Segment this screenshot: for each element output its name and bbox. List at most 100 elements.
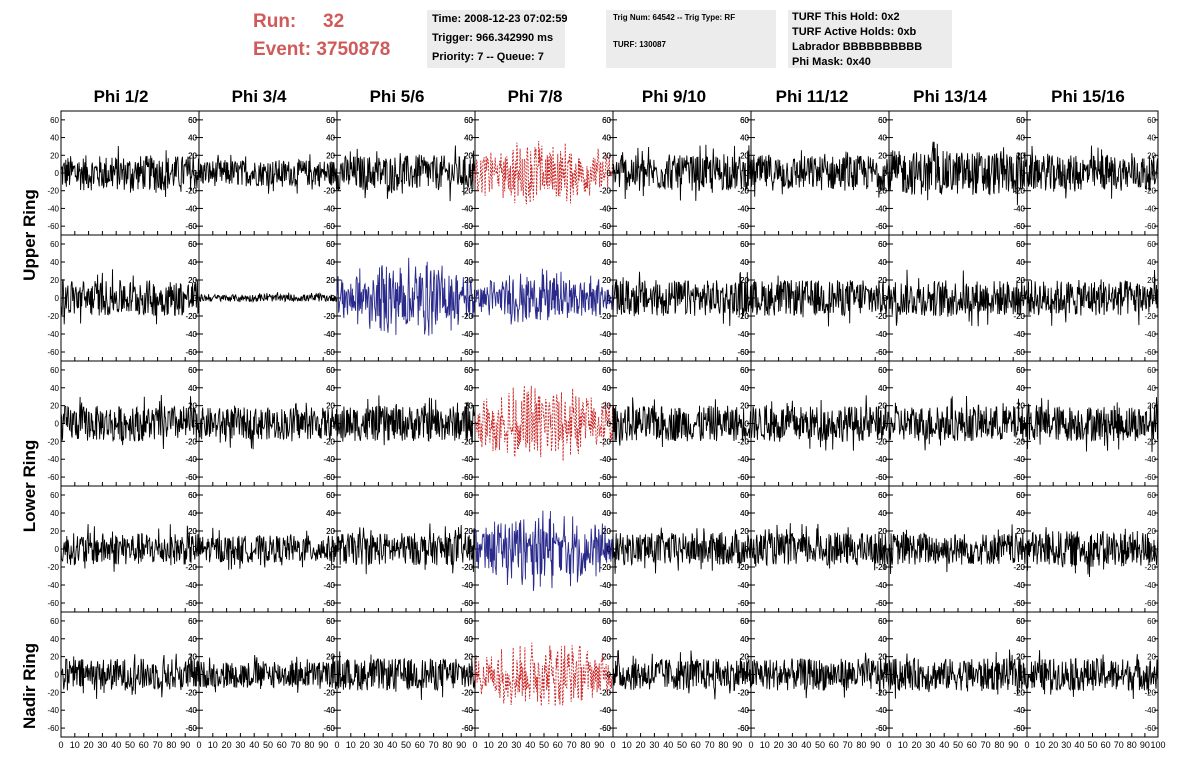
y-tick-label: 60 [878,240,887,249]
x-tick-label: 0 [58,740,63,750]
y-tick-label: 60 [1016,366,1025,375]
y-tick-label: -60 [1013,599,1025,608]
waveform-trace [888,524,1028,575]
waveform-trace [474,140,614,205]
y-tick-label: -40 [185,706,197,715]
y-tick-label: 60 [878,366,887,375]
waveform-trace [474,385,614,461]
y-tick-label: -60 [185,599,197,608]
y-tick-label: 20 [326,527,335,536]
y-tick-label: 60 [740,366,749,375]
y-tick-label: 20 [464,276,473,285]
y-tick-label: -60 [461,348,473,357]
y-tick-label: 0 [607,420,612,429]
y-tick-label: 0 [55,294,60,303]
y-tick-label: -60 [737,473,749,482]
x-tick-label: 70 [981,740,991,750]
y-tick-label: 60 [464,366,473,375]
y-tick-label: 0 [469,671,474,680]
x-tick-label: 40 [525,740,535,750]
y-tick-label: 20 [878,402,887,411]
y-tick-label: 40 [878,509,887,518]
y-tick-label: -40 [461,455,473,464]
y-tick-label: -20 [1144,187,1156,196]
y-tick-label: 20 [188,527,197,536]
y-tick-label: 60 [878,116,887,125]
y-tick-label: 40 [326,384,335,393]
y-tick-label: 0 [469,169,474,178]
y-tick-label: 40 [878,384,887,393]
y-tick-label: 60 [878,366,887,375]
y-tick-label: 0 [331,671,336,680]
y-tick-label: 20 [878,653,887,662]
y-tick-label: -20 [185,187,197,196]
x-tick-label: 80 [994,740,1004,750]
y-tick-label: 40 [878,258,887,267]
y-tick-label: -20 [323,437,335,446]
y-tick-label: 60 [602,116,611,125]
y-tick-label: 0 [193,169,198,178]
y-tick-label: -20 [323,563,335,572]
waveform-trace [888,269,1028,327]
y-tick-label: 60 [188,617,197,626]
y-tick-label: 0 [1021,294,1026,303]
y-tick-label: 60 [326,491,335,500]
y-tick-label: -60 [185,348,197,357]
waveform-trace [1026,397,1159,453]
x-tick-label: 10 [484,740,494,750]
y-tick-label: 40 [1147,509,1156,518]
y-tick-label: 60 [1016,240,1025,249]
y-tick-label: -20 [737,688,749,697]
labrador-text: Labrador BBBBBBBBBB [792,41,923,53]
waveform-trace [198,292,338,304]
y-tick-label: 0 [883,294,888,303]
y-tick-label: 60 [326,491,335,500]
y-tick-label: 0 [607,545,612,554]
y-tick-label: 60 [326,366,335,375]
y-tick-label: 20 [1016,276,1025,285]
y-tick-label: -40 [323,706,335,715]
y-tick-label: 60 [50,366,59,375]
y-tick-label: 40 [1016,509,1025,518]
y-tick-label: -20 [461,437,473,446]
y-tick-label: -40 [323,204,335,213]
y-tick-label: 40 [878,384,887,393]
y-tick-label: -60 [1013,724,1025,733]
trig-num-panel: Trig Num: 64542 -- Trig Type: RF TURF: 1… [606,10,776,68]
y-tick-label: 60 [188,366,197,375]
y-tick-label: 20 [602,151,611,160]
y-tick-label: -20 [1013,437,1025,446]
y-tick-label: 40 [188,509,197,518]
y-tick-label: 40 [740,384,749,393]
x-tick-label: 30 [1061,740,1071,750]
y-tick-label: -40 [461,455,473,464]
y-tick-label: -20 [323,187,335,196]
y-tick-label: -20 [185,563,197,572]
y-tick-label: 0 [1021,420,1026,429]
y-tick-label: 40 [740,635,749,644]
y-tick-label: 20 [1147,402,1156,411]
y-tick-label: -20 [599,563,611,572]
x-tick-label: 60 [553,740,563,750]
y-tick-label: -20 [875,187,887,196]
y-tick-label: 20 [740,527,749,536]
y-tick-label: 40 [602,384,611,393]
x-tick-label: 70 [843,740,853,750]
waveform-trace [1026,650,1159,700]
y-tick-label: 20 [326,653,335,662]
y-tick-label: -20 [599,688,611,697]
y-tick-label: -40 [323,330,335,339]
y-tick-label: 60 [602,617,611,626]
y-tick-label: -20 [47,312,59,321]
waveform-trace [336,523,476,575]
x-tick-label: 20 [774,740,784,750]
y-tick-label: 40 [602,509,611,518]
y-tick-label: -60 [599,222,611,231]
waveform-trace [60,653,200,699]
y-tick-label: 0 [469,294,474,303]
time-text: Time: 2008-12-23 07:02:59 [432,13,568,25]
y-tick-label: 40 [1016,134,1025,143]
x-tick-label: 50 [401,740,411,750]
y-tick-label: -60 [47,222,59,231]
waveform-trace [888,141,1028,206]
